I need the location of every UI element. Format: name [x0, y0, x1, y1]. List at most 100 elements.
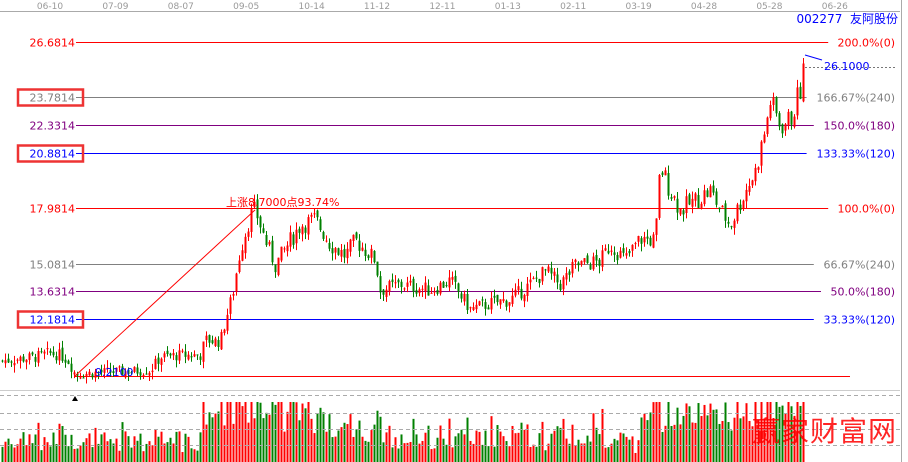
candle-body — [313, 213, 316, 215]
volume-bar — [442, 438, 445, 462]
candle-body — [124, 371, 127, 378]
volume-bar — [802, 402, 805, 462]
candle-body — [493, 295, 496, 298]
volume-bar — [169, 437, 172, 462]
level-price: 26.6814 — [30, 37, 76, 50]
volume-bar — [205, 424, 208, 462]
volume-bar — [460, 429, 463, 462]
level-percent: 166.67%(240) — [816, 92, 895, 105]
volume-bar — [37, 422, 40, 462]
volume-bar — [349, 414, 352, 462]
volume-bar — [481, 444, 484, 462]
candle-body — [496, 294, 499, 303]
candle-body — [532, 277, 535, 279]
candle-body — [520, 288, 523, 299]
candle-body — [508, 302, 511, 306]
volume-bar — [352, 436, 355, 462]
volume-bar — [58, 423, 61, 462]
candle-body — [595, 255, 598, 261]
volume-bar — [448, 418, 451, 462]
candle-body — [718, 207, 721, 210]
volume-bar — [34, 434, 37, 462]
volume-bar — [703, 404, 706, 462]
candle-body — [361, 247, 364, 251]
candle-body — [787, 111, 790, 126]
volume-bar — [112, 443, 115, 462]
volume-bar — [778, 406, 781, 462]
volume-bar — [232, 423, 235, 462]
volume-bar — [619, 432, 622, 462]
volume-bar — [82, 442, 85, 462]
volume-bar — [772, 418, 775, 462]
volume-bar — [721, 420, 724, 462]
candle-body — [94, 371, 97, 378]
candle-body — [55, 356, 58, 361]
candle-body — [88, 371, 91, 376]
volume-bar — [628, 439, 631, 462]
volume-bar — [532, 444, 535, 462]
volume-bar — [208, 412, 211, 462]
volume-bar — [409, 441, 412, 462]
candle-body — [289, 232, 292, 247]
candle-body — [220, 332, 223, 350]
candle-body — [277, 257, 280, 275]
volume-bar — [568, 443, 571, 462]
candle-body — [121, 366, 124, 375]
candle-body — [451, 276, 454, 280]
candle-body — [286, 245, 289, 252]
candle-body — [646, 236, 649, 239]
candle-body — [757, 167, 760, 170]
volume-bar — [412, 418, 415, 462]
candle-body — [229, 297, 232, 314]
candle-body — [385, 289, 388, 297]
volume-bar — [85, 438, 88, 462]
volume-bar — [445, 444, 448, 462]
volume-bar — [343, 422, 346, 462]
volume-bar — [172, 443, 175, 462]
candle-body — [679, 208, 682, 215]
candle-body — [334, 248, 337, 253]
candle-body — [7, 358, 10, 363]
volume-bar — [199, 432, 202, 462]
volume-bar — [313, 433, 316, 462]
volume-bar — [523, 429, 526, 462]
volume-bar — [487, 446, 490, 462]
candle-body — [178, 350, 181, 361]
volume-bar — [541, 421, 544, 462]
volume-bar — [229, 402, 232, 462]
candle-body — [118, 366, 121, 368]
candle-body — [214, 338, 217, 347]
candle-body — [325, 240, 328, 242]
volume-bar — [547, 443, 550, 462]
volume-bar — [556, 426, 559, 462]
date-tick: 07-09 — [102, 2, 128, 12]
volume-bar — [544, 450, 547, 462]
volume-bar — [712, 409, 715, 462]
candle-body — [91, 374, 94, 378]
volume-bar — [637, 440, 640, 462]
volume-bar — [358, 420, 361, 462]
volume-bar — [214, 413, 217, 462]
candle-body — [421, 288, 424, 290]
volume-bar — [364, 440, 367, 462]
candle-body — [403, 288, 406, 290]
candle-body — [754, 167, 757, 182]
volume-bar — [595, 427, 598, 462]
candle-body — [556, 274, 559, 283]
volume-bar — [757, 420, 760, 462]
candle-body — [475, 304, 478, 310]
candle-body — [472, 306, 475, 310]
candle-body — [781, 124, 784, 134]
candle-body — [337, 248, 340, 255]
volume-bar — [1, 446, 4, 462]
volume-bar — [304, 408, 307, 462]
watermark: 赢家财富网 — [752, 415, 898, 448]
volume-bar — [520, 422, 523, 462]
volume-bar — [715, 409, 718, 462]
candle-body — [4, 360, 7, 364]
candle-body — [721, 205, 724, 208]
volume-bar — [607, 447, 610, 462]
candle-body — [643, 236, 646, 243]
